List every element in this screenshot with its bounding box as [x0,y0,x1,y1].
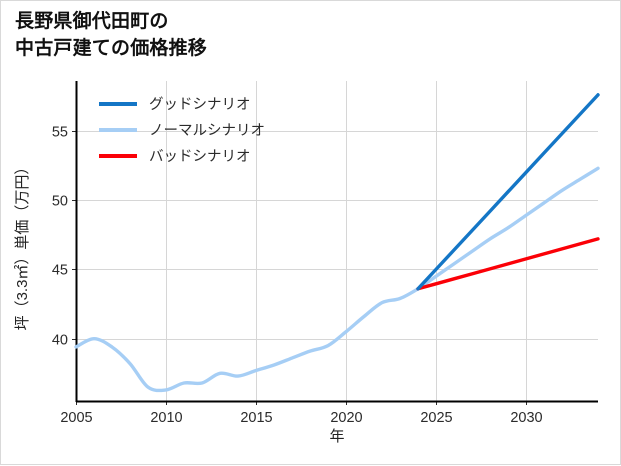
y-tick-label: 45 [52,263,68,279]
series-lines-group [74,93,600,393]
gridlines-group [75,81,598,401]
y-tick-label: 40 [52,333,68,349]
x-tick-label: 2025 [420,410,452,426]
tick-marks-group [72,130,528,405]
x-tick-label: 2005 [60,410,92,426]
series-line-good [416,93,600,291]
legend-label: グッドシナリオ [149,96,251,113]
x-axis-title: 年 [329,428,344,445]
chart-title: 長野県御代田町の 中古戸建ての価格推移 [15,11,208,59]
y-tick-labels-group: 40 45 50 55 [52,125,68,349]
x-tick-label: 2030 [510,410,542,426]
series-line-bad [416,237,600,291]
x-tick-label: 2010 [150,410,182,426]
series-line-normal [74,166,600,393]
y-tick-label: 55 [52,125,68,141]
legend-label: バッドシナリオ [149,149,251,165]
y-tick-label: 50 [52,194,68,210]
x-tick-label: 2015 [240,410,272,426]
x-tick-labels-group: 2005 2010 2015 2020 2025 2030 [60,410,542,426]
legend-label: ノーマルシナリオ [149,123,265,139]
y-axis-title: 坪（3.3㎡）単価（万円） [14,160,31,331]
x-tick-label: 2020 [330,410,362,426]
